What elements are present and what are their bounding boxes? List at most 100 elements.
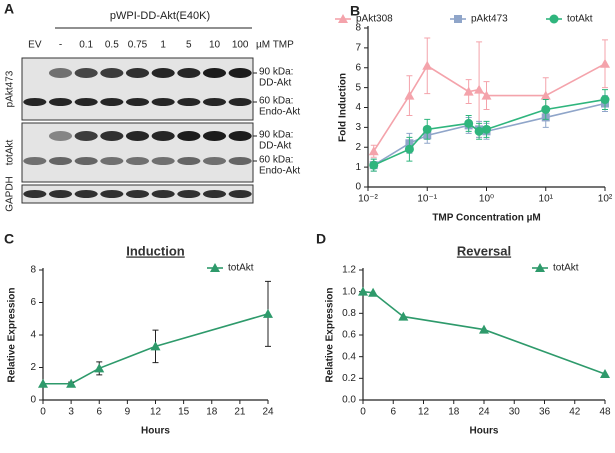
panel-letter: A bbox=[4, 1, 14, 17]
band bbox=[125, 190, 150, 198]
band bbox=[228, 131, 252, 141]
band bbox=[74, 190, 98, 198]
x-tick-label: 42 bbox=[569, 407, 581, 418]
point bbox=[541, 104, 551, 114]
y-tick-label: 4 bbox=[355, 102, 361, 113]
marker-label: Endo-Akt bbox=[259, 107, 300, 118]
band bbox=[177, 157, 201, 165]
point bbox=[422, 60, 433, 70]
legend-label: pAkt308 bbox=[356, 14, 393, 25]
legend-marker bbox=[338, 14, 348, 23]
band bbox=[74, 98, 98, 106]
y-tick-label: 2 bbox=[355, 142, 361, 153]
y-tick-label: 1 bbox=[355, 162, 361, 173]
lane-label: EV bbox=[28, 40, 42, 51]
band bbox=[202, 98, 227, 106]
lane-label: 0.75 bbox=[128, 40, 148, 51]
y-tick-label: 0 bbox=[30, 395, 36, 406]
legend-label: totAkt bbox=[567, 14, 593, 25]
point bbox=[404, 90, 415, 100]
band bbox=[228, 190, 252, 198]
y-tick-label: 0 bbox=[355, 182, 361, 193]
panel-letter: B bbox=[350, 3, 360, 19]
lane-label: 100 bbox=[232, 40, 249, 51]
point bbox=[404, 144, 414, 154]
marker-label: Endo-Akt bbox=[259, 166, 300, 177]
x-tick-label: 10⁻¹ bbox=[417, 194, 437, 205]
point bbox=[600, 369, 610, 378]
x-tick-label: 12 bbox=[418, 407, 430, 418]
band bbox=[202, 68, 227, 78]
lane-label: 1 bbox=[160, 40, 166, 51]
row-label: totAkt bbox=[5, 140, 16, 166]
panel-letter: C bbox=[4, 231, 14, 247]
legend-marker bbox=[535, 263, 545, 272]
axes bbox=[362, 268, 605, 401]
x-axis-label: Hours bbox=[470, 426, 499, 437]
marker-label: DD-Akt bbox=[259, 141, 291, 152]
y-tick-label: 5 bbox=[355, 82, 361, 93]
band bbox=[125, 157, 150, 165]
band bbox=[23, 157, 47, 165]
legend-marker bbox=[549, 14, 559, 24]
band bbox=[177, 131, 201, 141]
marker-label: 60 kDa: bbox=[259, 155, 293, 166]
point bbox=[474, 126, 484, 136]
point bbox=[479, 324, 489, 334]
band bbox=[48, 190, 73, 198]
band bbox=[177, 98, 201, 106]
marker-label: 90 kDa: bbox=[259, 130, 293, 141]
point bbox=[38, 378, 48, 388]
lane-label: - bbox=[59, 40, 62, 51]
band bbox=[151, 98, 175, 106]
legend-label: totAkt bbox=[553, 263, 579, 274]
x-tick-label: 48 bbox=[599, 407, 611, 418]
x-tick-label: 9 bbox=[125, 407, 131, 418]
lane-unit: µM TMP bbox=[256, 40, 294, 51]
lane-label: 5 bbox=[186, 40, 192, 51]
band bbox=[125, 98, 150, 106]
band bbox=[100, 98, 124, 106]
band bbox=[228, 157, 252, 165]
marker-label: DD-Akt bbox=[259, 78, 291, 89]
point bbox=[481, 90, 492, 100]
band bbox=[48, 98, 73, 106]
band bbox=[48, 68, 73, 78]
x-tick-label: 18 bbox=[206, 407, 218, 418]
point bbox=[358, 286, 368, 296]
band bbox=[151, 190, 175, 198]
band bbox=[100, 131, 124, 141]
band bbox=[100, 190, 124, 198]
band bbox=[228, 98, 252, 106]
legend-label: totAkt bbox=[228, 263, 254, 274]
blot-panel bbox=[21, 57, 254, 121]
y-tick-label: 1.0 bbox=[342, 286, 356, 297]
series-line bbox=[373, 63, 606, 152]
x-axis-label: Hours bbox=[141, 426, 170, 437]
band bbox=[100, 68, 124, 78]
band bbox=[48, 157, 73, 165]
band bbox=[23, 98, 47, 106]
row-label: GAPDH bbox=[5, 176, 16, 212]
point bbox=[369, 160, 379, 170]
x-tick-label: 21 bbox=[234, 407, 246, 418]
point bbox=[368, 287, 379, 297]
y-tick-label: 0.8 bbox=[342, 308, 356, 319]
point bbox=[263, 308, 273, 318]
legend-marker bbox=[454, 15, 462, 23]
lane-label: 0.5 bbox=[105, 40, 119, 51]
point bbox=[464, 118, 474, 128]
chart-title: Induction bbox=[126, 243, 185, 258]
x-tick-label: 3 bbox=[68, 407, 74, 418]
band bbox=[74, 131, 98, 141]
band bbox=[48, 131, 73, 141]
y-tick-label: 0.0 bbox=[342, 395, 356, 406]
band bbox=[151, 131, 175, 141]
band bbox=[23, 190, 47, 198]
x-tick-label: 10¹ bbox=[539, 194, 554, 205]
x-tick-label: 10⁻² bbox=[358, 194, 378, 205]
y-tick-label: 0.2 bbox=[342, 373, 356, 384]
band bbox=[125, 68, 150, 78]
x-tick-label: 24 bbox=[262, 407, 274, 418]
